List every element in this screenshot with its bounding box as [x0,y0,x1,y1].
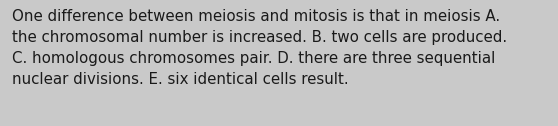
Text: One difference between meiosis and mitosis is that in meiosis A.
the chromosomal: One difference between meiosis and mitos… [12,9,507,87]
